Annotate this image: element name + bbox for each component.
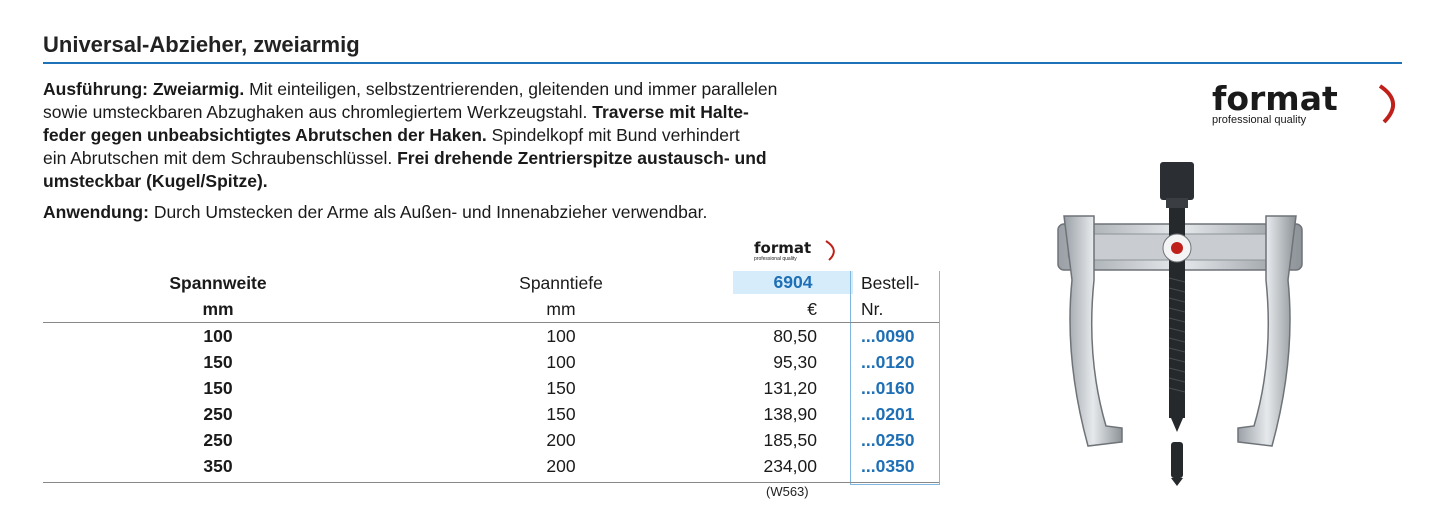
cell-spanntiefe: 200 xyxy=(546,430,576,450)
desc-line3-bold: feder gegen unbeabsichtigtes Abrutschen … xyxy=(43,125,487,145)
table-row: 250 150 138,90 ...0201 xyxy=(43,401,939,427)
centering-tip xyxy=(1171,418,1183,432)
desc-line4-bold: Frei drehende Zentrierspitze austausch- … xyxy=(397,148,767,168)
desc-line2-bold: Traverse mit Halte- xyxy=(592,102,749,122)
brand-logo: format professional quality xyxy=(1212,80,1395,126)
center-badge-dot xyxy=(1171,242,1183,254)
cell-spannweite: 350 xyxy=(203,456,233,476)
right-arm xyxy=(1237,215,1297,447)
header-price-unit: € xyxy=(807,299,817,319)
brand-logo-name: format xyxy=(1212,80,1338,118)
table-header-row-1: Spannweite Spanntiefe Bestell- xyxy=(43,270,939,296)
header-spannweite: Spannweite xyxy=(169,273,267,293)
header-spanntiefe: Spanntiefe xyxy=(519,273,603,293)
cell-order-number: ...0120 xyxy=(861,352,915,372)
table-row: 150 100 95,30 ...0120 xyxy=(43,349,939,375)
brand-small-swoosh-icon xyxy=(825,240,835,261)
desc-line5-bold: umsteckbar (Kugel/Spitze). xyxy=(43,171,268,191)
desc-line2-normal: sowie umsteckbaren Abzughaken aus chroml… xyxy=(43,102,593,122)
desc-line4-normal: ein Abrutschen mit dem Schraubenschlüsse… xyxy=(43,148,398,168)
header-spannweite-unit: mm xyxy=(202,299,234,319)
cell-price: 234,00 xyxy=(763,456,817,476)
desc-line1-rest: Mit einteiligen, selbstzentrierenden, gl… xyxy=(244,79,778,99)
header-separator xyxy=(43,322,939,323)
spindle-collar xyxy=(1166,198,1188,208)
application-label: Anwendung: xyxy=(43,202,149,222)
table-row: 100 100 80,50 ...0090 xyxy=(43,323,939,349)
header-spanntiefe-unit: mm xyxy=(546,299,576,319)
cell-spanntiefe: 100 xyxy=(546,352,576,372)
spindle-head xyxy=(1160,162,1194,200)
brand-logo-small: format professional quality xyxy=(754,239,835,262)
cell-spanntiefe: 200 xyxy=(546,456,576,476)
desc-line1-bold: Ausführung: Zweiarmig. xyxy=(43,79,245,99)
left-arm xyxy=(1063,215,1123,447)
brand-small-name: format xyxy=(754,239,811,257)
cell-spanntiefe: 150 xyxy=(546,378,576,398)
cell-order-number: ...0090 xyxy=(861,326,915,346)
cell-spanntiefe: 100 xyxy=(546,326,576,346)
cell-price: 138,90 xyxy=(763,404,817,424)
table-row: 350 200 234,00 ...0350 xyxy=(43,453,939,479)
cell-price: 131,20 xyxy=(763,378,817,398)
page-title: Universal-Abzieher, zweiarmig xyxy=(43,32,360,57)
order-column-frame xyxy=(850,271,940,485)
table-footnote: (W563) xyxy=(766,484,809,499)
table-row: 250 200 185,50 ...0250 xyxy=(43,427,939,453)
cell-spanntiefe: 150 xyxy=(546,404,576,424)
table-bottom-rule xyxy=(43,482,939,483)
brand-swoosh-icon xyxy=(1378,84,1395,124)
cell-price: 80,50 xyxy=(773,326,817,346)
desc-line3-rest: Spindelkopf mit Bund verhindert xyxy=(486,125,740,145)
cell-order-number: ...0160 xyxy=(861,378,915,398)
article-number-header: 6904 xyxy=(733,271,853,294)
cell-order-number: ...0250 xyxy=(861,430,915,450)
cell-spannweite: 150 xyxy=(203,378,233,398)
title-divider xyxy=(43,62,1402,64)
application-text: Durch Umstecken der Arme als Außen- und … xyxy=(148,202,708,222)
cell-price: 95,30 xyxy=(773,352,817,372)
two-arm-puller-icon xyxy=(1057,162,1303,486)
cell-spannweite: 250 xyxy=(203,404,233,424)
table-header-row-2: mm mm € Nr. xyxy=(43,296,939,322)
cell-spannweite: 150 xyxy=(203,352,233,372)
table-row: 150 150 131,20 ...0160 xyxy=(43,375,939,401)
header-bestell: Bestell- xyxy=(861,273,920,293)
spare-tip-point xyxy=(1171,478,1183,486)
spare-tip xyxy=(1171,442,1183,478)
header-nr: Nr. xyxy=(861,299,884,319)
cell-order-number: ...0201 xyxy=(861,404,915,424)
cell-spannweite: 250 xyxy=(203,430,233,450)
cell-spannweite: 100 xyxy=(203,326,233,346)
cell-order-number: ...0350 xyxy=(861,456,915,476)
brand-logo-tagline: professional quality xyxy=(1212,114,1307,126)
brand-small-tagline: professional quality xyxy=(754,256,797,262)
application-note: Anwendung: Durch Umstecken der Arme als … xyxy=(43,202,707,223)
cell-price: 185,50 xyxy=(763,430,817,450)
product-description: Ausführung: Zweiarmig. Mit einteiligen, … xyxy=(43,78,943,193)
